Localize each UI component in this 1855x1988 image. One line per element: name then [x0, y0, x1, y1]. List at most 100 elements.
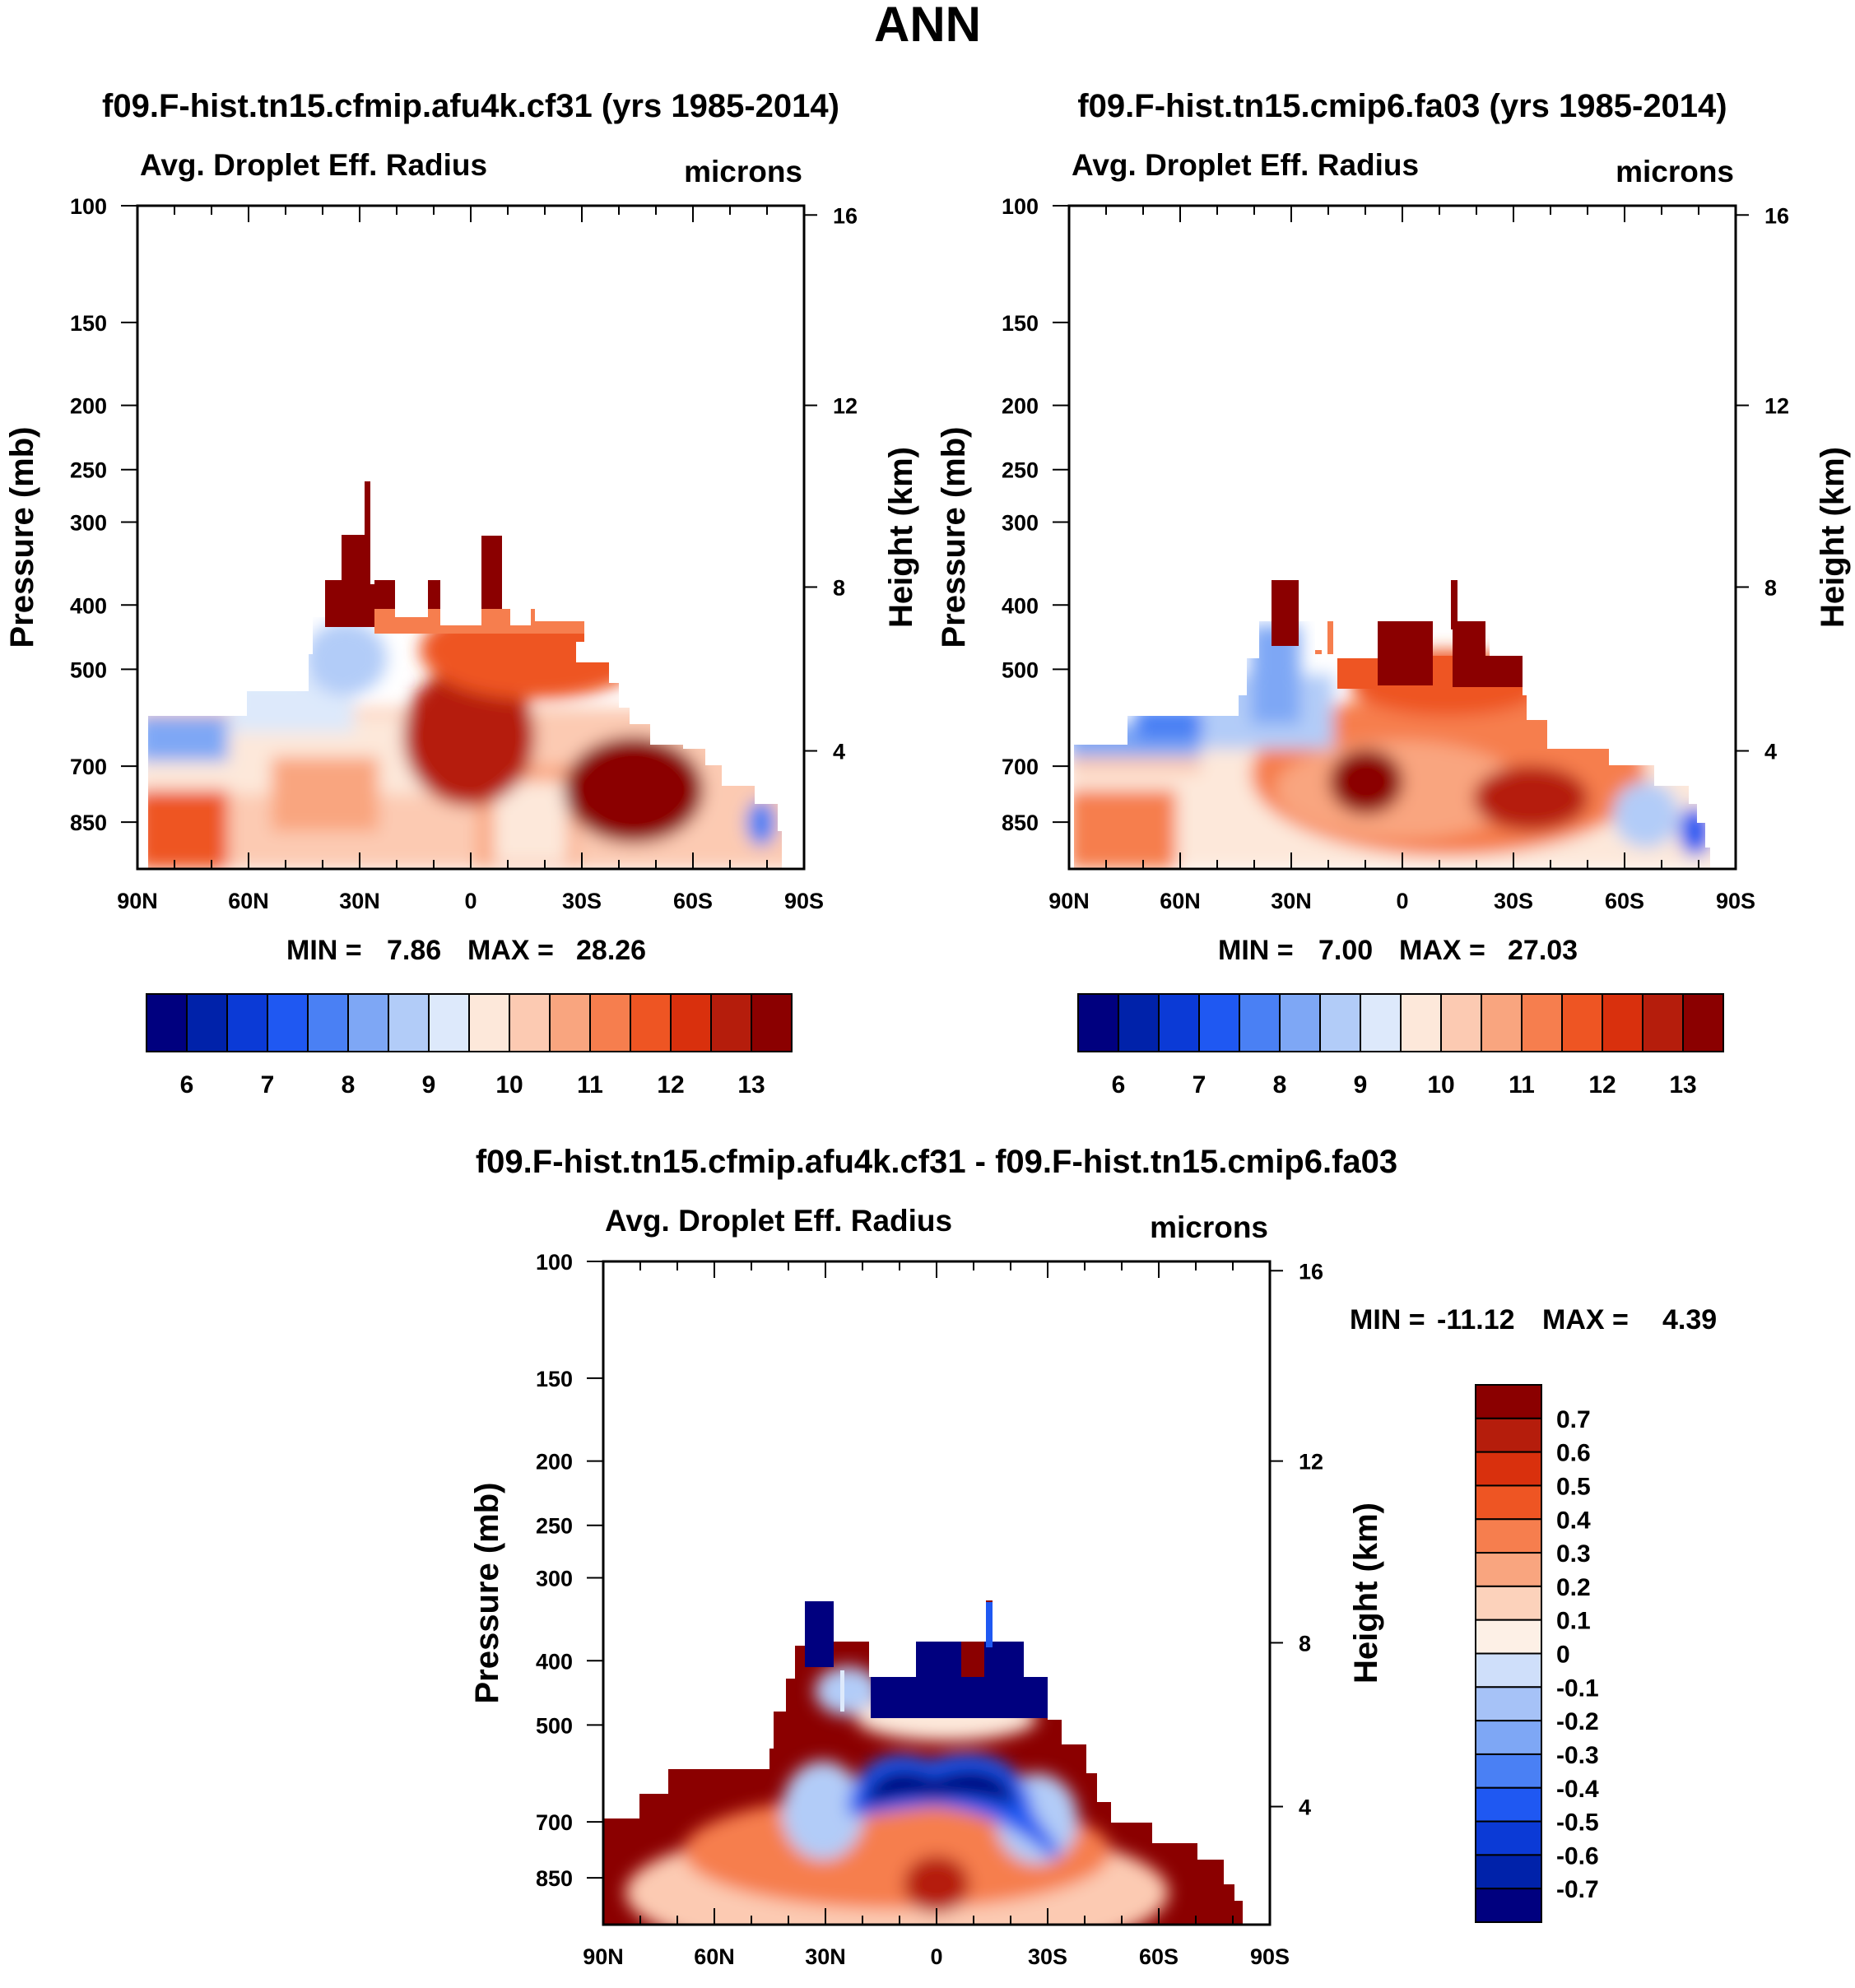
min-value: 7.00: [1318, 935, 1373, 966]
max-value: 27.03: [1508, 935, 1578, 966]
colorbar: 0.7 0.6 0.5 0.4 0.3 0.2 0.1 0 -0.1 -0.2 -0.3 -0.4 -0…: [1475, 1384, 1599, 1923]
y-tick-label: 300: [1002, 511, 1039, 536]
colorbar-swatch: [1475, 1820, 1542, 1856]
y-tick-label: 850: [70, 811, 107, 835]
colorbar-swatch: [1475, 1753, 1542, 1789]
colorbar: 6 7 8 9 10 11 12 13: [146, 993, 793, 1099]
colorbar-label: 8: [342, 1071, 356, 1099]
colorbar-swatch: [1475, 1720, 1542, 1755]
y-tick-label: 150: [536, 1367, 573, 1391]
y-tick-label: 400: [1002, 593, 1039, 618]
colorbar-swatch: [509, 993, 551, 1052]
colorbar-swatch: [1475, 1484, 1542, 1521]
colorbar-swatch: [1319, 993, 1361, 1052]
colorbar-label: 0.1: [1556, 1608, 1591, 1635]
colorbar-swatch: [1475, 1552, 1542, 1587]
colorbar-swatch: [1400, 993, 1442, 1052]
colorbar-swatch: [589, 993, 631, 1052]
colorbar-swatch: [1440, 993, 1482, 1052]
panel-control: f09.F-hist.tn15.cmip6.fa03 (yrs 1985-201…: [936, 88, 1851, 1099]
field-layer: [1069, 580, 1736, 869]
y-right-tick-label: 12: [1764, 394, 1789, 419]
colorbar-label: 0.3: [1556, 1540, 1591, 1568]
colorbar-swatch: [1279, 993, 1321, 1052]
colorbar-swatch: [1077, 993, 1119, 1052]
max-value: 28.26: [576, 935, 646, 966]
x-tick-label: 90S: [784, 889, 824, 913]
x-tick-label: 90N: [1048, 889, 1090, 913]
y-tick-label: 100: [70, 194, 107, 219]
min-label: MIN =: [1218, 935, 1294, 966]
x-tick-label: 90N: [583, 1944, 624, 1969]
y-tick-label: 200: [1002, 394, 1039, 419]
max-value: 4.39: [1662, 1304, 1717, 1335]
y-right-tick-label: 12: [1299, 1450, 1323, 1475]
colorbar-swatch: [1475, 1686, 1542, 1722]
y-tick-label: 500: [536, 1713, 573, 1738]
colorbar-label: 13: [1669, 1071, 1696, 1099]
x-tick-label: 90S: [1250, 1944, 1290, 1969]
x-tick-label: 0: [464, 889, 477, 913]
colorbar-swatch: [1475, 1619, 1542, 1655]
y-tick-label: 300: [70, 511, 107, 536]
x-tick-label: 30S: [562, 889, 602, 913]
colorbar-swatch: [146, 993, 188, 1052]
colorbar-swatch: [1198, 993, 1240, 1052]
colorbar-swatch: [630, 993, 672, 1052]
colorbar-swatch: [1682, 993, 1724, 1052]
panel-difference: f09.F-hist.tn15.cfmip.afu4k.cf31 - f09.F…: [469, 1144, 1717, 1969]
axes: 90N 60N 30N 0 30S 60S 90S 100 150 200 250 300 400 500…: [70, 194, 858, 913]
colorbar-swatch: [307, 993, 349, 1052]
colorbar-label: 8: [1273, 1071, 1287, 1099]
mask-polygon: [137, 206, 804, 869]
colorbar-label: 12: [1588, 1071, 1616, 1099]
y-right-tick-label: 12: [833, 394, 858, 419]
colorbar-label: -0.2: [1556, 1708, 1599, 1735]
y-tick-label: 500: [70, 657, 107, 682]
y-right-tick-label: 4: [833, 740, 845, 764]
mask-polygon: [1069, 206, 1736, 869]
colorbar-label: 0.4: [1556, 1507, 1591, 1534]
colorbar-swatch: [549, 993, 591, 1052]
y-axis-label: Pressure (mb): [4, 427, 40, 648]
colorbar-label: 11: [577, 1071, 603, 1099]
y-tick-label: 300: [536, 1567, 573, 1591]
min-label: MIN =: [286, 935, 362, 966]
y-tick-label: 400: [70, 593, 107, 618]
x-tick-label: 60S: [673, 889, 713, 913]
y-right-tick-label: 8: [833, 575, 845, 600]
colorbar-label: 10: [495, 1071, 523, 1099]
y-axis-label-right: Height (km): [1348, 1503, 1384, 1684]
colorbar-label: 0: [1556, 1642, 1570, 1669]
colorbar-label: 13: [737, 1071, 765, 1099]
y-right-tick-label: 16: [833, 203, 858, 228]
units-label: microns: [1150, 1210, 1268, 1244]
x-tick-label: 60N: [694, 1944, 735, 1969]
panel-title: f09.F-hist.tn15.cfmip.afu4k.cf31 - f09.F…: [476, 1144, 1397, 1180]
left-string: Avg. Droplet Eff. Radius: [605, 1204, 952, 1238]
colorbar-swatch: [1475, 1888, 1542, 1923]
y-tick-label: 150: [70, 311, 107, 336]
min-value: -11.12: [1437, 1304, 1515, 1335]
colorbar-swatch: [226, 993, 268, 1052]
x-tick-label: 30S: [1028, 1944, 1067, 1969]
cap-shapes: [805, 1601, 1048, 1718]
colorbar-label: 0.7: [1556, 1406, 1591, 1433]
colorbar-swatch: [1158, 993, 1200, 1052]
y-tick-label: 700: [536, 1810, 573, 1835]
colorbar-swatch: [1481, 993, 1523, 1052]
y-axis-label: Pressure (mb): [936, 427, 972, 648]
colorbar-label: -0.4: [1556, 1776, 1599, 1803]
colorbar-label: 7: [261, 1071, 275, 1099]
y-axis-label-right: Height (km): [1815, 447, 1851, 628]
max-label: MAX =: [1399, 935, 1485, 966]
y-tick-label: 100: [1002, 194, 1039, 219]
colorbar-swatch: [267, 993, 309, 1052]
colorbar-swatch: [1475, 1585, 1542, 1621]
x-tick-label: 60S: [1139, 1944, 1179, 1969]
max-label: MAX =: [467, 935, 554, 966]
y-tick-label: 400: [536, 1649, 573, 1674]
x-tick-label: 90N: [117, 889, 158, 913]
x-tick-label: 60N: [228, 889, 269, 913]
